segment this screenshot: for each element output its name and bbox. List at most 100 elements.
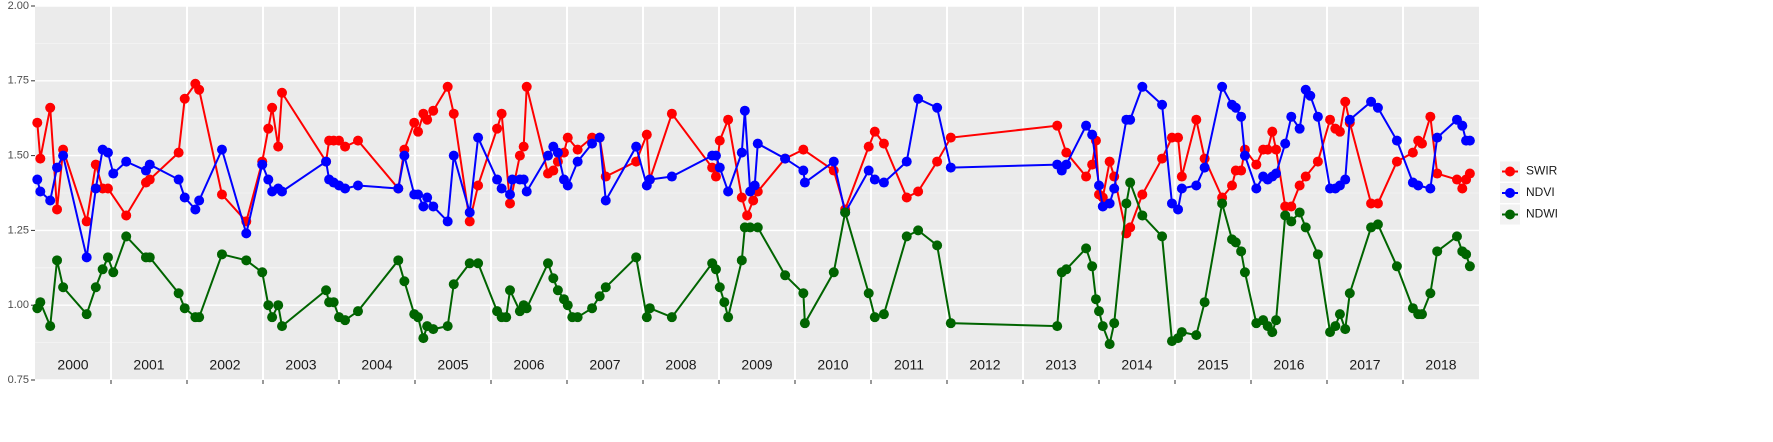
y-tick-label: 1.00 <box>8 299 29 311</box>
data-point <box>1199 162 1210 173</box>
data-point <box>913 186 924 197</box>
data-point <box>263 174 274 185</box>
data-point <box>723 186 734 197</box>
data-point <box>102 183 113 194</box>
data-point <box>1286 216 1297 227</box>
data-point <box>1280 138 1291 149</box>
data-point <box>552 285 563 296</box>
legend-dot <box>1505 188 1515 198</box>
x-tick-label: 2018 <box>1425 357 1456 373</box>
data-point <box>1137 81 1148 92</box>
legend-label: NDWI <box>1526 207 1558 221</box>
data-point <box>505 198 515 209</box>
y-tick-label: 1.25 <box>8 224 29 236</box>
data-point <box>507 174 518 185</box>
data-point <box>35 186 46 197</box>
data-point <box>1191 330 1202 341</box>
data-point <box>1340 324 1351 335</box>
data-point <box>108 267 119 278</box>
data-point <box>1413 180 1424 191</box>
data-point <box>1391 135 1402 146</box>
data-point <box>543 150 553 161</box>
data-point <box>543 258 553 269</box>
data-point <box>1087 261 1098 272</box>
data-point <box>393 183 404 194</box>
data-point <box>572 144 583 155</box>
data-point <box>1271 144 1282 155</box>
data-point <box>216 144 227 155</box>
data-point <box>641 312 652 323</box>
data-point <box>752 138 763 149</box>
data-point <box>1157 231 1168 242</box>
data-point <box>798 165 809 176</box>
data-point <box>1125 177 1136 188</box>
data-point <box>749 180 760 191</box>
data-point <box>562 300 573 311</box>
data-point <box>518 174 529 185</box>
data-point <box>1227 180 1237 191</box>
data-point <box>1087 159 1098 170</box>
data-point <box>1176 171 1187 182</box>
x-tick-label: 2003 <box>285 357 316 373</box>
data-point <box>932 156 943 167</box>
data-point <box>901 156 912 167</box>
data-point <box>35 297 46 308</box>
data-point <box>1461 249 1472 260</box>
data-point <box>144 159 155 170</box>
data-point <box>1104 198 1115 209</box>
data-point <box>1425 111 1436 122</box>
data-point <box>442 81 453 92</box>
x-tick-label: 2015 <box>1197 357 1228 373</box>
data-point <box>277 321 287 332</box>
data-point <box>321 285 332 296</box>
legend-label: SWIR <box>1526 164 1558 178</box>
data-point <box>1432 132 1443 143</box>
data-point <box>179 93 190 104</box>
data-point <box>179 303 190 314</box>
x-tick-label: 2001 <box>133 357 164 373</box>
data-point <box>1157 153 1168 164</box>
data-point <box>409 117 420 128</box>
data-point <box>1457 120 1468 131</box>
data-point <box>448 150 459 161</box>
data-point <box>798 288 809 299</box>
data-point <box>932 240 943 251</box>
data-point <box>1451 174 1462 185</box>
data-point <box>641 129 652 140</box>
data-point <box>945 318 956 329</box>
data-point <box>1251 183 1262 194</box>
data-point <box>1094 180 1104 191</box>
x-tick-label: 2016 <box>1273 357 1304 373</box>
data-point <box>257 267 268 278</box>
data-point <box>1262 144 1273 155</box>
data-point <box>878 309 889 320</box>
data-point <box>216 189 227 200</box>
data-point <box>1294 123 1305 134</box>
x-tick-label: 2008 <box>665 357 696 373</box>
data-point <box>666 171 677 182</box>
data-point <box>1109 318 1120 329</box>
data-point <box>878 138 889 149</box>
data-point <box>173 288 184 299</box>
data-point <box>1239 150 1250 161</box>
data-point <box>1236 111 1247 122</box>
data-point <box>81 309 92 320</box>
data-point <box>241 255 252 266</box>
data-point <box>1344 288 1355 299</box>
data-point <box>714 282 725 293</box>
data-point <box>35 153 46 164</box>
data-point <box>1312 156 1323 167</box>
data-point <box>90 282 101 293</box>
data-point <box>464 258 475 269</box>
series-line <box>36 81 1471 236</box>
data-point <box>428 324 439 335</box>
data-point <box>869 126 880 137</box>
data-point <box>492 174 503 185</box>
data-point <box>492 123 503 134</box>
data-point <box>719 297 730 308</box>
data-point <box>1300 171 1311 182</box>
data-point <box>108 168 119 179</box>
data-point <box>631 141 642 152</box>
data-point <box>1366 198 1377 209</box>
data-point <box>1271 315 1282 326</box>
